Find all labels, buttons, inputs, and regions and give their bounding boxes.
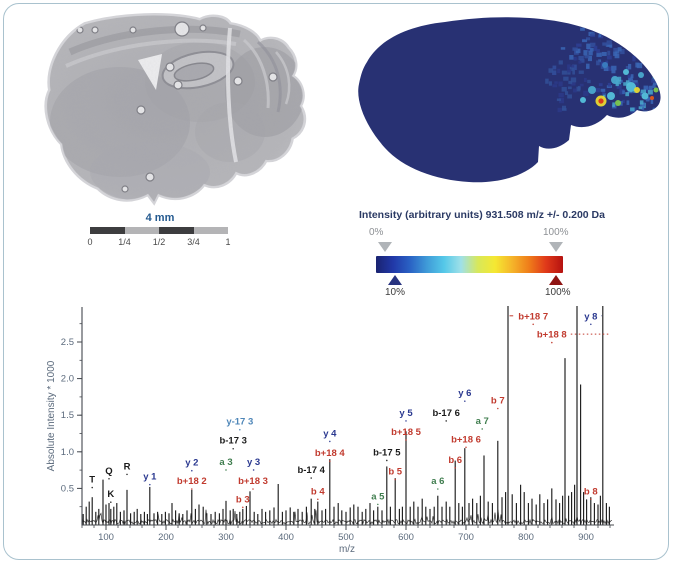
heatmap-hotspot (607, 92, 615, 100)
x-axis-tick-label: 500 (338, 532, 354, 543)
colorbar-0pct-label: 0% (369, 227, 384, 238)
heatmap-hotspot (641, 92, 649, 100)
scale-bar-tick-label: 1/4 (118, 237, 131, 247)
x-axis-tick-label: 100 (98, 532, 114, 543)
scale-bar-segment (124, 227, 159, 234)
intensity-colorbar: Intensity (arbitrary units) 931.508 m/z … (355, 209, 615, 304)
y-axis-tick-label: 0.5 (61, 483, 74, 494)
scale-bar-segment (193, 227, 228, 234)
heatmap-hotspot (611, 76, 619, 84)
scale-bar-tick-label: 1 (225, 237, 231, 247)
heatmap-hotspot (623, 69, 629, 75)
peak-annotation: K (107, 489, 114, 500)
peak-annotation: b 8 (584, 486, 598, 497)
peak-annotation: b+18 7 (518, 311, 548, 322)
x-axis-tick-label: 300 (218, 532, 234, 543)
peak-annotation: Q (105, 466, 112, 477)
peak-annotation: a 5 (371, 491, 385, 502)
peak-annotation: y 5 (399, 408, 413, 419)
y-axis-tick-label: 1.5 (61, 410, 74, 421)
x-axis-tick-label: 400 (278, 532, 294, 543)
peak-annotation: b+18 2 (177, 476, 207, 487)
colorbar-min-marker-icon (378, 242, 392, 252)
scale-bar: 4 mm 0 1/4 1/2 3/4 1 (85, 212, 235, 252)
scale-bar-title: 4 mm (145, 212, 175, 224)
y-axis-tick-label: 2.0 (61, 374, 74, 385)
y-axis-tick-label: 2.5 (61, 337, 74, 348)
x-axis-tick-label: 600 (398, 532, 414, 543)
colorbar-100pct-marker-icon (549, 275, 563, 285)
peak-annotation: R (124, 461, 131, 472)
colorbar-gradient (376, 256, 563, 273)
peak-annotation: a 3 (219, 457, 232, 468)
heatmap-hotspot (615, 100, 621, 106)
plot-axes (81, 307, 614, 526)
peak-annotation: a 7 (476, 416, 489, 427)
heatmap-hotspot (650, 96, 654, 100)
peak-annotation: y 6 (458, 388, 471, 399)
colorbar-title: Intensity (arbitrary units) 931.508 m/z … (359, 209, 605, 221)
peak-annotation: y 3 (247, 457, 260, 468)
peak-annotation: y 2 (185, 458, 198, 469)
colorbar-100pct-label-bottom: 100% (545, 287, 571, 298)
peak-annotation: b 3 (236, 494, 250, 505)
histology-brain-image (44, 13, 307, 206)
scale-bar-tick-label: 3/4 (187, 237, 200, 247)
x-axis-tick-label: 800 (518, 532, 534, 543)
peak-annotation: b+18 5 (391, 427, 422, 438)
x-axis-tick-label: 700 (458, 532, 474, 543)
y-axis-tick-label: 1.0 (61, 447, 74, 458)
peak-annotation: b 4 (311, 486, 325, 497)
y-axis-title: Absolute Intensity * 1000 (46, 360, 57, 471)
heatmap-hotspot (588, 86, 596, 94)
colorbar-100pct-label: 100% (543, 227, 569, 238)
peak-annotation: b+18 8 (537, 330, 567, 341)
msms-spectrum-plot: 100 200 300 400 500 600 700 800 900 m/z 0.5 1.0 1.5 2… (46, 306, 614, 554)
scale-bar-segment (90, 227, 125, 234)
peak-annotation: b-17 5 (373, 447, 401, 458)
peak-annotation: a 6 (431, 476, 444, 487)
scale-bar-segments (90, 227, 228, 234)
peak-annotation: y 1 (143, 472, 157, 483)
peak-annotation: y-17 3 (226, 417, 253, 428)
peak-annotation: b 5 (388, 466, 402, 477)
peak-annotation: y 4 (323, 428, 337, 439)
peak-annotation: y 8 (584, 311, 597, 322)
heatmap-hotspot (638, 72, 644, 78)
x-axis-tick-label: 200 (158, 532, 174, 543)
peak-annotation: b+18 6 (451, 434, 481, 445)
scale-bar-segment (159, 227, 194, 234)
heatmap-hotspot (602, 62, 608, 68)
x-axis-title: m/z (339, 544, 355, 554)
heatmap-hotspot (626, 82, 636, 92)
x-axis-tick-label: 900 (578, 532, 594, 543)
peak-annotation: b+18 3 (238, 476, 268, 487)
peak-annotation: T (89, 475, 95, 486)
scale-bar-tick-label: 0 (87, 237, 93, 247)
peak-annotation: b 6 (448, 455, 462, 466)
colorbar-10pct-label: 10% (385, 287, 406, 298)
peak-annotation: b 7 (491, 395, 505, 406)
peak-annotation: b+18 4 (315, 448, 346, 459)
heatmap-hotspot (653, 87, 659, 93)
heatmap-hotspot (580, 97, 586, 103)
peak-annotation: b-17 4 (297, 465, 325, 476)
heatmap-outline (358, 17, 661, 183)
ion-intensity-image (358, 17, 661, 183)
heatmap-hotspot (634, 87, 640, 93)
peak-annotation: b-17 3 (219, 436, 246, 447)
scale-bar-tick-label: 1/2 (152, 237, 166, 247)
peak-annotation: b-17 6 (432, 408, 459, 419)
heatmap-hotspot (598, 98, 604, 104)
colorbar-max-marker-icon (549, 242, 563, 252)
colorbar-10pct-marker-icon (388, 275, 402, 285)
